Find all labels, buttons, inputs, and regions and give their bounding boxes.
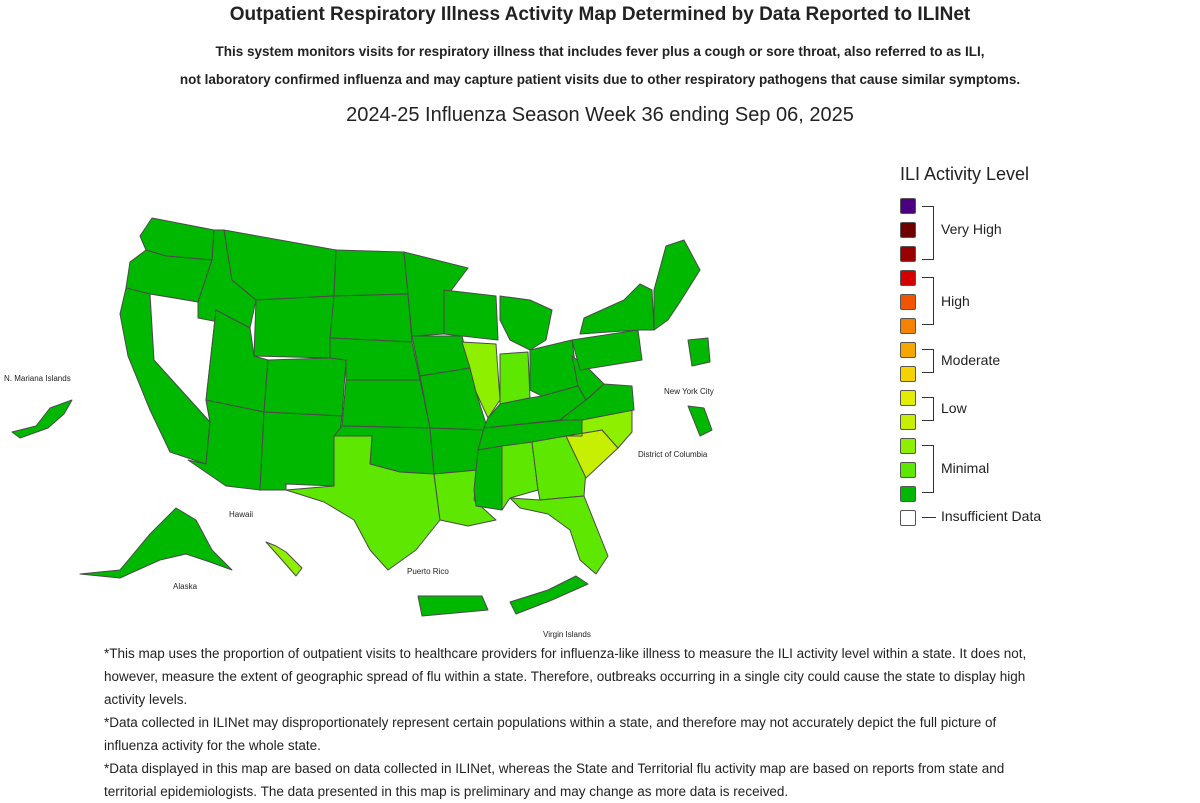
legend-moderate-label: Moderate bbox=[941, 352, 1001, 368]
minimal-bracket bbox=[922, 445, 934, 493]
region-ms bbox=[473, 445, 503, 511]
page-title: Outpatient Respiratory Illness Activity … bbox=[229, 4, 971, 25]
region-al bbox=[501, 441, 539, 511]
legend-swatch-very-high-1 bbox=[900, 246, 916, 262]
region-wy bbox=[253, 295, 335, 359]
region-nd bbox=[333, 249, 409, 297]
label-alaska: Alaska bbox=[173, 582, 198, 591]
legend-title: ILI Activity Level bbox=[900, 164, 1030, 184]
legend-swatch-low-2 bbox=[900, 390, 916, 406]
legend-swatch-insufficient bbox=[900, 510, 916, 526]
us-ili-map: N. Mariana Islands Hawaii Alaska Puerto … bbox=[4, 217, 714, 639]
very-high-bracket bbox=[922, 206, 934, 260]
label-dc: District of Columbia bbox=[638, 450, 708, 459]
region-hi bbox=[265, 541, 303, 577]
label-nyc: New York City bbox=[664, 387, 714, 396]
legend-swatch-moderate-2 bbox=[900, 342, 916, 358]
footnote-3: *Data displayed in this map are based on… bbox=[104, 761, 1005, 799]
region-tx bbox=[285, 435, 441, 571]
legend-swatch-very-high-3 bbox=[900, 198, 916, 214]
season-week-heading: 2024-25 Influenza Season Week 36 ending … bbox=[346, 104, 854, 126]
legend-swatch-low-1 bbox=[900, 414, 916, 430]
label-virgin-islands: Virgin Islands bbox=[543, 630, 591, 639]
footnote-2: *Data collected in ILINet may disproport… bbox=[104, 715, 997, 753]
legend-swatch-minimal-2 bbox=[900, 462, 916, 478]
footnote-1: *This map uses the proportion of outpati… bbox=[104, 646, 1027, 707]
region-in bbox=[499, 351, 531, 405]
region-co bbox=[263, 357, 347, 417]
region-ny bbox=[579, 283, 655, 335]
region-ne-states bbox=[653, 239, 701, 331]
low-bracket bbox=[922, 397, 934, 421]
region-ak bbox=[79, 507, 233, 579]
region-fl bbox=[509, 495, 609, 575]
region-nm bbox=[259, 411, 343, 491]
region-mi bbox=[499, 295, 553, 351]
states-layer bbox=[11, 217, 713, 617]
region-mp bbox=[11, 399, 73, 439]
label-puerto-rico: Puerto Rico bbox=[407, 567, 449, 576]
legend-insufficient-label: Insufficient Data bbox=[941, 508, 1042, 524]
region-dc bbox=[687, 337, 711, 367]
moderate-bracket bbox=[922, 349, 934, 373]
legend-very-high-label: Very High bbox=[941, 221, 1002, 237]
legend-swatch-high-3 bbox=[900, 270, 916, 286]
legend-swatch-high-1 bbox=[900, 318, 916, 334]
high-bracket bbox=[922, 277, 934, 325]
footnotes: *This map uses the proportion of outpati… bbox=[104, 642, 1044, 803]
subtitle-line-2: not laboratory confirmed influenza and m… bbox=[179, 72, 1021, 87]
region-nyc bbox=[687, 405, 713, 437]
legend-minimal-label: Minimal bbox=[941, 460, 990, 476]
label-hawaii: Hawaii bbox=[229, 510, 253, 519]
region-wi bbox=[443, 289, 499, 341]
map-labels: N. Mariana Islands Hawaii Alaska Puerto … bbox=[4, 374, 714, 639]
insufficient-dash bbox=[922, 517, 936, 518]
region-mo bbox=[419, 367, 489, 431]
region-pa bbox=[571, 329, 643, 371]
region-ks bbox=[341, 379, 431, 429]
legend-swatch-very-high-2 bbox=[900, 222, 916, 238]
region-sd bbox=[329, 293, 413, 343]
legend-low-label: Low bbox=[941, 400, 967, 416]
subtitle-line-1: This system monitors visits for respirat… bbox=[215, 44, 985, 59]
legend-swatch-moderate-1 bbox=[900, 366, 916, 382]
legend-high-label: High bbox=[941, 293, 970, 309]
legend-swatch-minimal-3 bbox=[900, 438, 916, 454]
label-n-mariana: N. Mariana Islands bbox=[4, 374, 71, 383]
region-pr bbox=[417, 595, 489, 617]
region-nc bbox=[565, 409, 633, 449]
region-vi bbox=[509, 575, 589, 615]
legend: ILI Activity Level Very High High Modera… bbox=[900, 164, 1140, 544]
legend-swatch-high-2 bbox=[900, 294, 916, 310]
legend-swatch-minimal-1 bbox=[900, 486, 916, 502]
